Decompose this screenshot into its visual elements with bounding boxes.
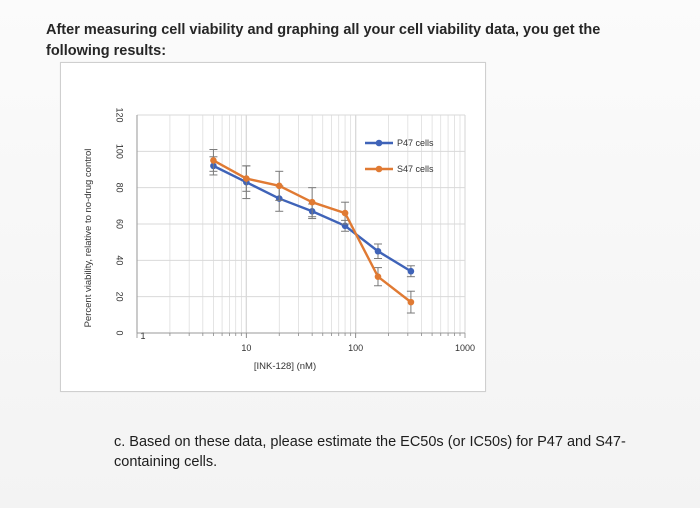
data-point	[407, 298, 415, 306]
y-tick-label-5: 100	[115, 144, 125, 159]
y-axis-title: Percent viability, relative to no-drug c…	[83, 149, 94, 328]
data-point	[374, 273, 382, 280]
x-tick-label-0: 1	[140, 331, 145, 341]
question-c-text: c. Based on these data, please estimate …	[114, 434, 626, 470]
x-axis-title: [INK-128] (nM)	[254, 361, 316, 372]
legend-entry-1: S47 cells	[365, 164, 434, 174]
data-point	[210, 157, 217, 164]
chart-series	[209, 149, 415, 314]
x-tick-label-3: 1000	[455, 343, 475, 353]
data-point	[374, 247, 382, 255]
x-tick-label-2: 100	[348, 343, 363, 353]
legend-label-0: P47 cells	[397, 138, 434, 148]
data-point	[308, 198, 316, 206]
y-tick-label-0: 0	[115, 330, 125, 335]
y-tick-label-3: 60	[115, 219, 125, 229]
series-1	[209, 149, 415, 314]
y-tick-label-4: 80	[115, 183, 125, 193]
legend-swatch-marker	[375, 139, 383, 147]
chart-legend: P47 cells S47 cells	[365, 138, 434, 174]
data-point	[341, 209, 349, 217]
legend-swatch-marker	[375, 165, 383, 173]
legend-label-1: S47 cells	[397, 164, 434, 174]
legend-entry-0: P47 cells	[365, 138, 434, 148]
data-point	[275, 182, 283, 190]
y-tick-label-1: 20	[115, 292, 125, 302]
x-tick-label-1: 10	[241, 343, 251, 353]
question-intro-text: After measuring cell viability and graph…	[46, 22, 601, 59]
data-point	[407, 267, 415, 275]
data-point	[243, 175, 250, 182]
y-tick-label-6: 120	[115, 107, 125, 122]
chart-frame: 0 20 40 60 80 100 120 1 10 100 1000 P47 cells S47 c…	[60, 62, 486, 392]
y-tick-label-2: 40	[115, 255, 125, 265]
